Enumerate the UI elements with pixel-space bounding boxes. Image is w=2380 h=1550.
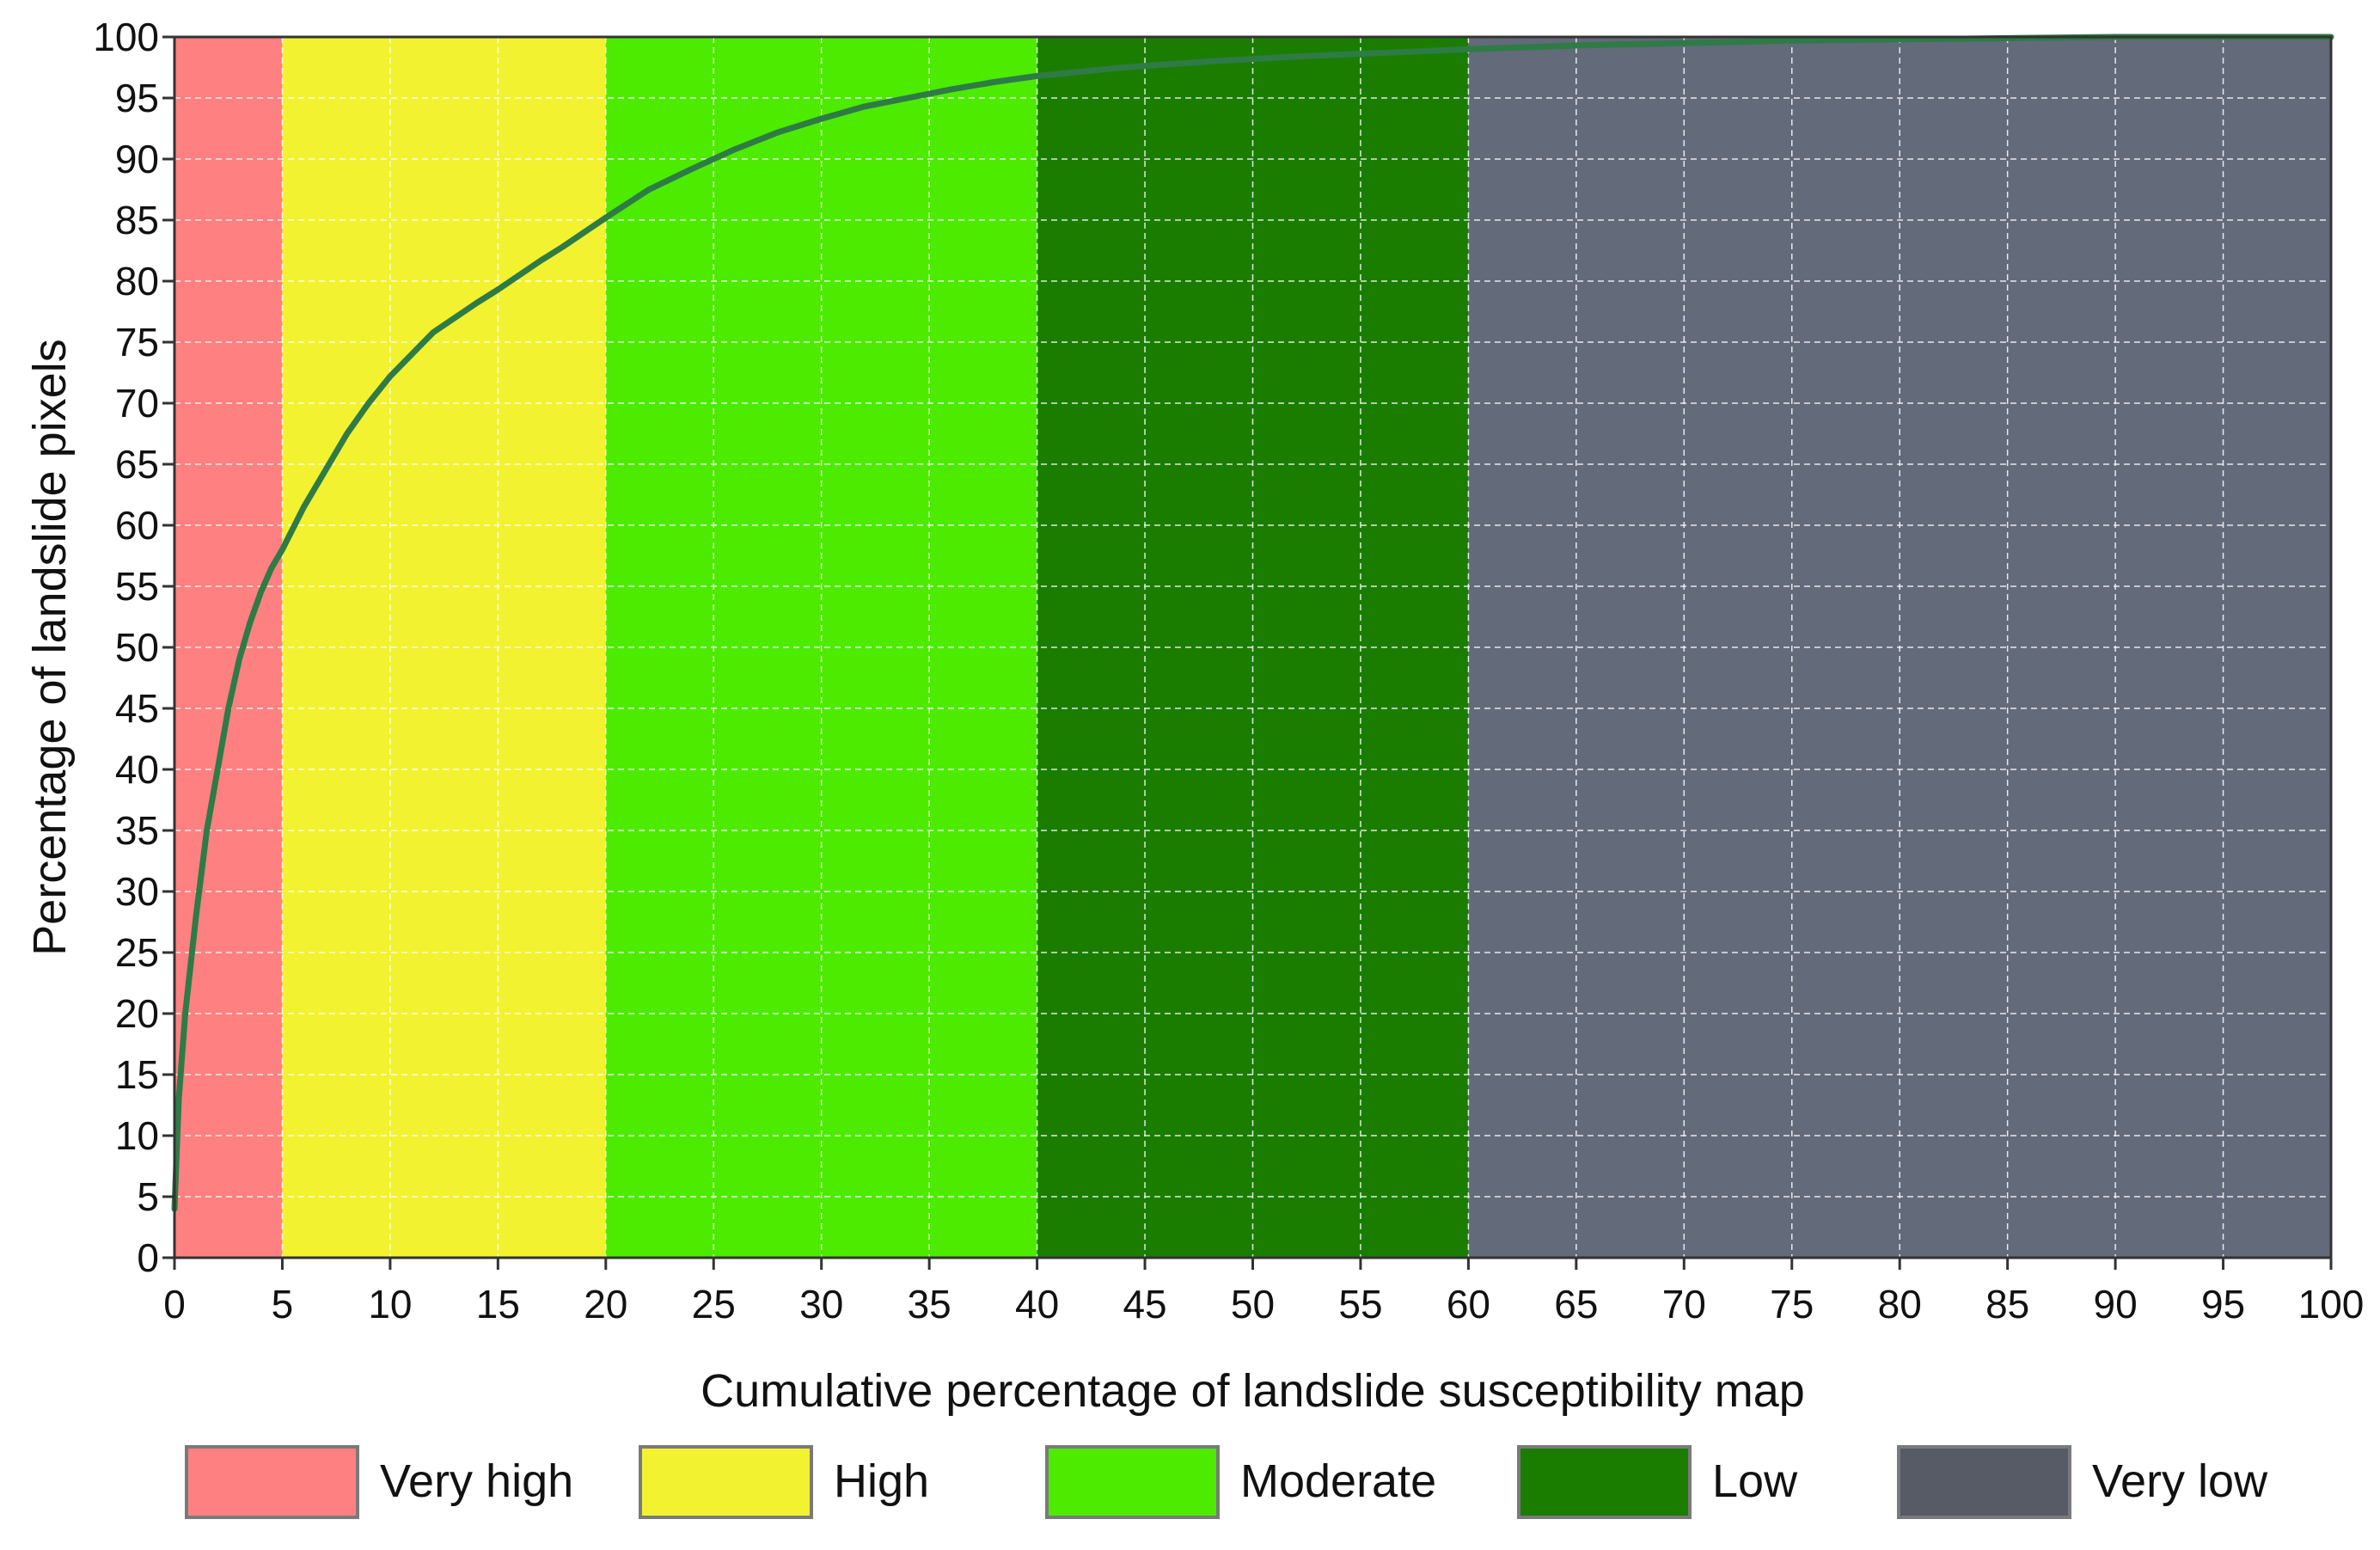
x-tick-label: 30 [799,1282,843,1326]
y-tick-label: 80 [115,259,159,303]
x-tick-label: 10 [368,1282,412,1326]
y-tick-label: 95 [115,76,159,120]
x-axis-ticks: 0 5 10 15 20 25 30 35 40 45 50 55 60 65 70 75 80 85 90 95 10… [163,1258,2364,1326]
y-axis-label: Percentage of landslide pixels [24,339,76,955]
legend-label: Moderate [1240,1455,1436,1507]
x-axis-label: Cumulative percentage of landslide susce… [701,1365,1805,1417]
x-tick-label: 5 [272,1282,294,1326]
x-tick-label: 100 [2298,1282,2365,1326]
y-tick-label: 5 [137,1174,159,1219]
x-tick-label: 25 [692,1282,736,1326]
y-tick-label: 75 [115,320,159,365]
x-tick-label: 80 [1878,1282,1922,1326]
x-tick-label: 15 [476,1282,520,1326]
y-tick-label: 30 [115,869,159,914]
y-tick-label: 40 [115,747,159,792]
series-line [171,34,2334,1212]
legend-swatch-low [1517,1445,1692,1519]
y-tick-label: 55 [115,564,159,609]
legend-label: High [834,1455,929,1507]
y-tick-label: 50 [115,625,159,670]
y-tick-label: 20 [115,991,159,1036]
x-tick-label: 60 [1447,1282,1490,1326]
x-tick-label: 45 [1123,1282,1166,1326]
legend-swatch-high [639,1445,813,1519]
legend-label: Very low [2092,1455,2268,1507]
x-tick-label: 90 [2094,1282,2138,1326]
x-tick-label: 85 [1985,1282,2029,1326]
legend-swatch-moderate [1045,1445,1220,1519]
legend-swatch-very-high [185,1445,359,1519]
x-tick-label: 50 [1231,1282,1275,1326]
y-tick-label: 0 [137,1235,159,1280]
x-tick-label: 40 [1015,1282,1059,1326]
x-tick-label: 65 [1554,1282,1598,1326]
y-tick-label: 35 [115,808,159,853]
grid-layer [174,37,2331,1258]
y-tick-label: 85 [115,198,159,242]
legend-label: Low [1712,1455,1798,1507]
y-axis-ticks: 0 5 10 15 20 25 30 35 40 45 50 55 60 65 70 75 80 85 90 95 10… [93,15,174,1280]
y-tick-label: 100 [93,15,159,59]
x-tick-label: 55 [1338,1282,1382,1326]
x-tick-label: 20 [584,1282,627,1326]
x-tick-label: 75 [1770,1282,1814,1326]
y-tick-label: 65 [115,442,159,487]
y-tick-label: 70 [115,381,159,426]
x-tick-label: 35 [908,1282,951,1326]
series-layer [171,34,2334,1212]
x-tick-label: 0 [163,1282,186,1326]
y-tick-label: 60 [115,503,159,548]
y-tick-label: 25 [115,930,159,975]
x-tick-label: 95 [2201,1282,2245,1326]
y-tick-label: 45 [115,686,159,731]
legend: Very high High Moderate Low Very low [185,1445,2268,1519]
legend-label: Very high [380,1455,573,1507]
x-tick-label: 70 [1662,1282,1706,1326]
y-tick-label: 90 [115,137,159,181]
legend-swatch-very-low [1897,1445,2071,1519]
y-tick-label: 10 [115,1113,159,1158]
y-tick-label: 15 [115,1052,159,1097]
